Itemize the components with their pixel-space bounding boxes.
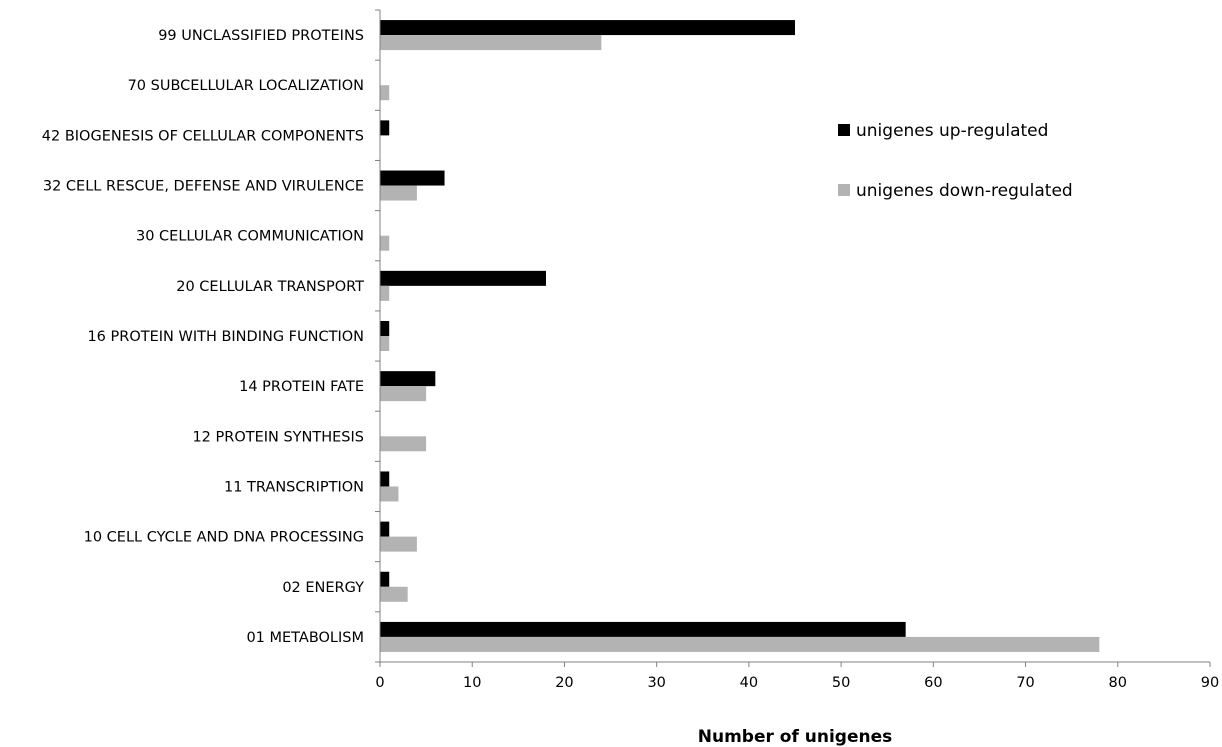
bar-up-2 [380,120,390,136]
category-label-10: 10 CELL CYCLE AND DNA PROCESSING [84,530,364,546]
bar-down-0 [380,35,602,51]
x-tick-label-7: 70 [1016,675,1034,691]
category-label-4: 30 CELLULAR COMMUNICATION [136,229,364,245]
x-tick-label-8: 80 [1109,675,1127,691]
x-tick-label-5: 50 [832,675,850,691]
x-tick-label-9: 90 [1201,675,1219,691]
legend-label-up: unigenes up-regulated [856,121,1048,141]
x-tick-label-4: 40 [740,675,758,691]
axes-layer [375,9,1211,667]
bar-up-9 [380,471,390,487]
category-label-0: 99 UNCLASSIFIED PROTEINS [158,28,364,44]
x-tick-label-6: 60 [924,675,942,691]
category-label-7: 14 PROTEIN FATE [239,379,364,395]
bar-down-12 [380,636,1100,652]
category-label-8: 12 PROTEIN SYNTHESIS [192,429,364,445]
bar-up-12 [380,621,906,637]
bar-up-11 [380,571,390,587]
bar-up-5 [380,270,546,286]
category-label-3: 32 CELL RESCUE, DEFENSE AND VIRULENCE [43,179,364,195]
bar-up-3 [380,170,445,186]
bar-up-0 [380,20,795,36]
category-label-2: 42 BIOGENESIS OF CELLULAR COMPONENTS [42,128,364,144]
legend-swatch-up [838,124,850,136]
legend-swatch-down [838,184,850,196]
bar-down-10 [380,536,417,552]
bar-down-4 [380,235,390,251]
legend: unigenes up-regulated unigenes down-regul… [838,121,1073,201]
bar-down-9 [380,486,399,502]
bar-up-6 [380,321,390,336]
bar-down-5 [380,285,390,301]
x-axis-title: Number of unigenes [698,727,893,747]
category-label-12: 01 METABOLISM [246,630,364,646]
bar-down-8 [380,436,427,452]
bar-down-11 [380,586,408,602]
bar-down-3 [380,185,417,201]
bars-layer [380,20,1100,652]
x-tick-label-2: 20 [555,675,573,691]
bar-down-6 [380,336,390,351]
category-label-11: 02 ENERGY [282,580,364,596]
category-label-9: 11 TRANSCRIPTION [224,479,364,495]
labels-layer: 99 UNCLASSIFIED PROTEINS 70 SUBCELLULAR L… [42,28,1219,691]
x-tick-label-1: 10 [463,675,481,691]
x-tick-label-0: 0 [375,675,384,691]
bar-up-7 [380,371,436,387]
category-label-5: 20 CELLULAR TRANSPORT [176,279,364,295]
bar-up-10 [380,521,390,537]
bar-down-7 [380,386,427,402]
x-tick-label-3: 30 [647,675,665,691]
bar-down-1 [380,85,390,101]
category-label-1: 70 SUBCELLULAR LOCALIZATION [128,78,364,94]
legend-label-down: unigenes down-regulated [856,181,1073,201]
category-label-6: 16 PROTEIN WITH BINDING FUNCTION [87,329,364,345]
